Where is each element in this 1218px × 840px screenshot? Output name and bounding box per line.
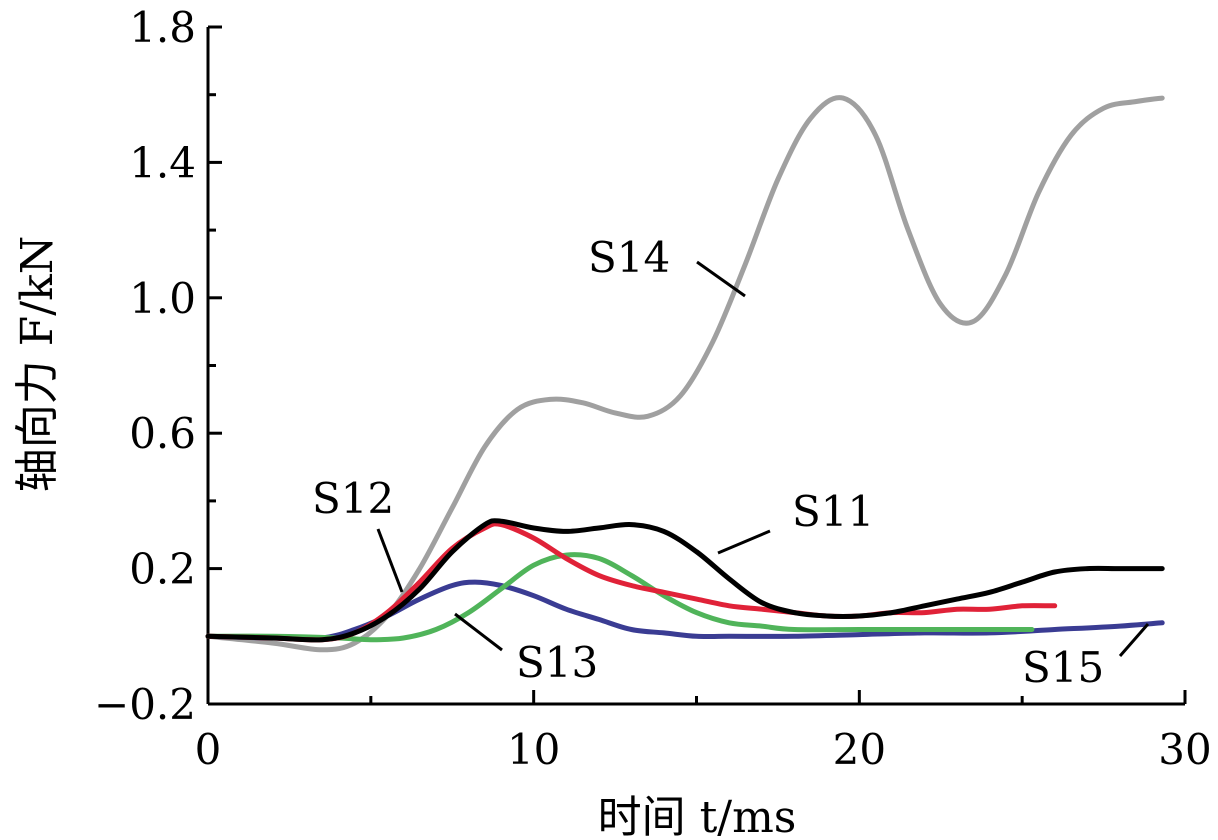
- x-tick-label: 30: [1158, 725, 1211, 774]
- s12-label: S12: [312, 474, 394, 523]
- axes: −0.2 0.2 0.6 1.0 1.4 1.8 0 10 20 30: [94, 3, 1212, 774]
- s13-leader-line: [454, 612, 503, 652]
- s15-leader-line: [1118, 623, 1150, 657]
- y-tick-label: 1.8: [129, 3, 196, 52]
- y-axis-title: 轴向力 F/kN: [12, 236, 63, 493]
- x-tick-label: 0: [195, 725, 222, 774]
- s15-label: S15: [1022, 643, 1104, 692]
- series-line-s15: [205, 552, 1035, 643]
- s11-leader-line: [717, 529, 771, 555]
- y-tick-label: 0.6: [129, 409, 196, 458]
- series-line-s11: [205, 518, 1165, 643]
- s14-leader-line: [696, 260, 746, 298]
- s12-leader-line: [376, 528, 404, 593]
- y-tick-label: −0.2: [94, 680, 196, 729]
- x-tick-label: 10: [507, 725, 560, 774]
- series-line-s14: [205, 95, 1165, 653]
- s14-label: S14: [588, 233, 670, 282]
- series-layer: [205, 95, 1165, 653]
- y-tick-label: 0.2: [129, 545, 196, 594]
- series-line-s12: [205, 521, 1058, 643]
- y-tick-label: 1.0: [129, 274, 196, 323]
- annotation-layer: S14 S11 S12 S13 S15: [312, 233, 1150, 692]
- x-axis-title: 时间 t/ms: [598, 792, 797, 840]
- s13-label: S13: [516, 638, 598, 687]
- s11-label: S11: [792, 487, 874, 536]
- y-tick-label: 1.4: [129, 138, 196, 187]
- x-tick-label: 20: [833, 725, 886, 774]
